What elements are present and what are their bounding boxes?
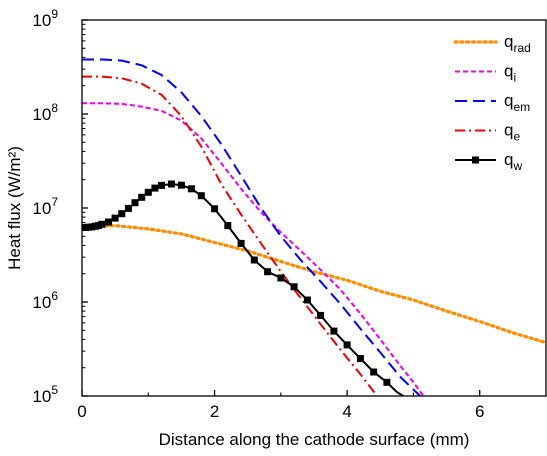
data-point-marker (98, 220, 106, 228)
data-point-marker (277, 274, 285, 282)
data-point-marker (356, 355, 364, 363)
legend-label: qrad (504, 32, 531, 55)
legend-label: qw (504, 150, 522, 173)
data-point-marker (383, 378, 391, 386)
legend-label: qe (504, 121, 520, 144)
data-point-marker (211, 205, 219, 213)
y-axis: 105 106 107 108 109 (32, 7, 88, 406)
data-point-marker (290, 283, 298, 291)
data-point-marker (303, 296, 311, 304)
data-point-marker (124, 204, 132, 212)
legend-marker (472, 156, 479, 164)
data-point-marker (144, 188, 152, 196)
x-axis: 0 2 4 6 (77, 390, 547, 421)
data-point-marker (330, 327, 338, 335)
legend-label: qem (504, 91, 530, 114)
data-point-marker (237, 239, 245, 247)
y-axis-label: Heat flux (W/m²) (5, 146, 24, 270)
data-point-marker (370, 368, 378, 376)
legend-label: qi (504, 62, 516, 85)
data-point-marker (197, 192, 205, 200)
data-point-marker (250, 256, 258, 264)
series-line-q-rad (82, 223, 546, 345)
data-point-marker (151, 184, 159, 192)
series-line-q-e (82, 75, 378, 396)
data-point-marker (105, 218, 112, 226)
y-tick-label: 106 (32, 289, 58, 312)
y-tick-label: 107 (32, 195, 58, 218)
y-tick-label: 105 (32, 383, 58, 406)
y-tick-label: 108 (32, 101, 58, 124)
data-point-marker (264, 268, 272, 276)
plot-frame (81, 19, 547, 397)
data-point-marker (177, 181, 185, 189)
series-line-q-em (82, 58, 421, 396)
data-point-marker (187, 185, 195, 193)
data-point-marker (131, 199, 139, 207)
x-tick-label: 2 (210, 402, 219, 421)
series-line-q-i (82, 102, 425, 396)
data-point-marker (168, 180, 175, 188)
series-layer (82, 58, 546, 396)
legend: qrad qi qem qe qw (453, 32, 531, 173)
x-axis-label: Distance along the cathode surface (mm) (159, 430, 470, 449)
data-point-marker (118, 210, 126, 218)
data-point-marker (138, 193, 146, 201)
data-point-marker (224, 222, 232, 230)
data-point-marker (343, 341, 351, 349)
x-tick-label: 4 (342, 402, 351, 421)
y-tick-label: 109 (32, 7, 58, 30)
x-tick-label: 6 (475, 402, 484, 421)
x-tick-label: 0 (77, 402, 86, 421)
data-point-marker (111, 214, 119, 222)
data-point-marker (158, 181, 165, 189)
data-point-marker (317, 311, 325, 319)
